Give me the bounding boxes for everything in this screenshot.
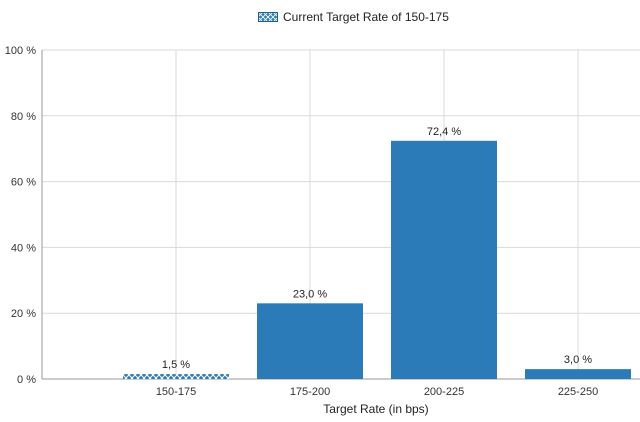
y-axis-ticks: 0 % 20 % 40 % 60 % 80 % 100 % <box>5 45 36 386</box>
x-axis-title: Target Rate (in bps) <box>323 402 428 416</box>
bar-175-200 <box>257 303 363 379</box>
x-axis-ticks: 150-175 175-200 200-225 225-250 <box>156 386 598 398</box>
x-tick-label: 175-200 <box>290 386 330 398</box>
y-tick-label: 60 % <box>11 177 36 189</box>
x-tick-label: 200-225 <box>424 386 464 398</box>
y-tick-label: 100 % <box>5 45 36 57</box>
y-tick-label: 20 % <box>11 308 36 320</box>
bars <box>123 140 631 379</box>
bar-225-250 <box>525 369 631 379</box>
chart-legend: Current Target Rate of 150-175 <box>258 9 449 25</box>
legend-hatch-swatch <box>258 12 278 22</box>
y-tick-label: 0 % <box>17 374 36 386</box>
y-tick-label: 80 % <box>11 111 36 123</box>
data-label: 72,4 % <box>427 126 461 138</box>
data-labels: 1,5 % 23,0 % 72,4 % 3,0 % <box>162 126 592 371</box>
bar-150-175 <box>123 374 229 379</box>
y-tick-label: 40 % <box>11 242 36 254</box>
data-label: 3,0 % <box>564 354 592 366</box>
data-label: 23,0 % <box>293 288 327 300</box>
legend-label: Current Target Rate of 150-175 <box>283 10 449 24</box>
x-tick-label: 225-250 <box>558 386 598 398</box>
data-label: 1,5 % <box>162 359 190 371</box>
x-tick-label: 150-175 <box>156 386 196 398</box>
bar-200-225 <box>391 140 497 379</box>
